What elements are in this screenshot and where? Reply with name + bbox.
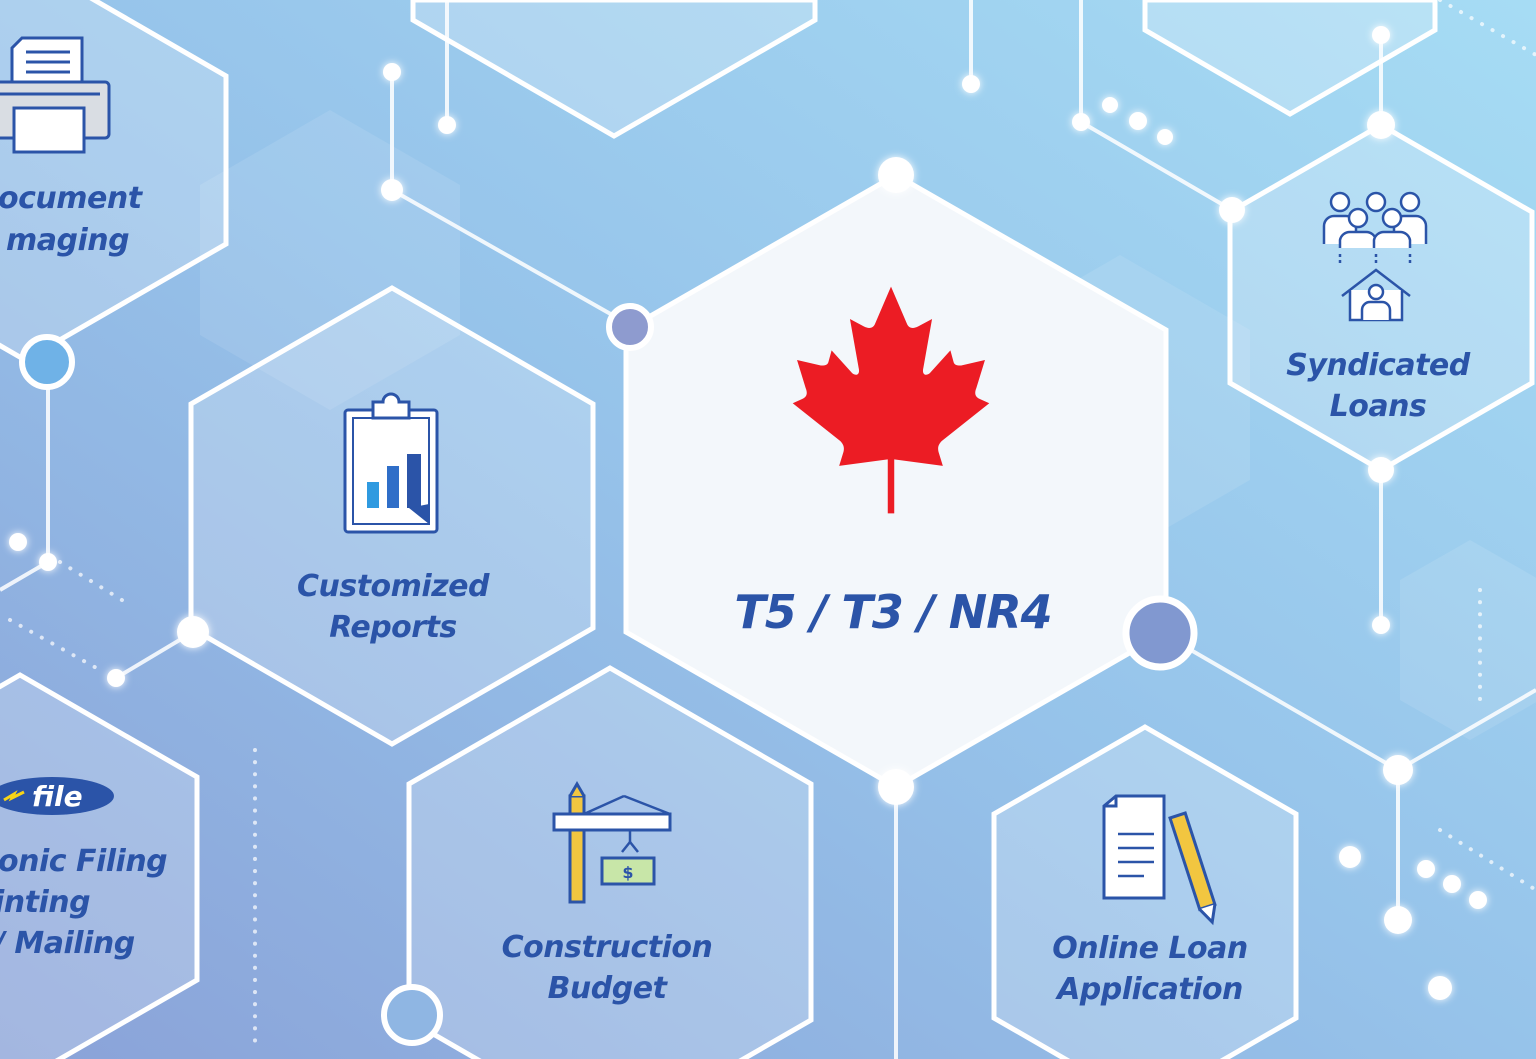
syndicated-loans-label-line1: Syndicated — [1286, 348, 1470, 383]
hex-electronic-filing — [0, 672, 200, 1059]
electronic-filing-label-line2: inting — [0, 885, 90, 920]
efile-badge-icon: file — [0, 777, 114, 815]
maple-leaf-icon — [792, 286, 990, 514]
document-imaging-label-line2: maging — [6, 223, 129, 258]
center-title: T5 / T3 / NR4 — [734, 585, 1051, 639]
online-loan-label-line1: Online Loan — [1052, 931, 1247, 966]
efile-badge-text: file — [32, 780, 83, 813]
crane-budget-icon: $ — [552, 781, 672, 904]
svg-text:$: $ — [622, 863, 633, 882]
hex-top-right — [1142, 0, 1438, 117]
construction-budget-label-line1: Construction — [502, 930, 713, 965]
customized-reports-label-line2: Reports — [329, 610, 457, 645]
maple-leaf-shape — [792, 286, 990, 514]
ring-nodes — [19, 303, 1198, 1046]
printer-icon — [0, 36, 111, 154]
document-pencil-icon — [1102, 794, 1217, 926]
electronic-filing-label-line1: onic Filing — [0, 844, 167, 879]
electronic-filing-label-line3: / Mailing — [0, 926, 135, 961]
online-loan-label-line2: Application — [1055, 972, 1243, 1007]
dotted-lines — [8, 0, 1536, 1052]
hex-top — [410, 0, 818, 139]
syndicated-loans-label-line2: Loans — [1330, 389, 1427, 424]
customized-reports-label-line1: Customized — [297, 569, 490, 604]
construction-budget-label-line2: Budget — [548, 971, 669, 1006]
clipboard-chart-icon — [343, 392, 439, 534]
group-house-icon — [1322, 191, 1428, 322]
document-imaging-label-line1: ocument — [0, 181, 144, 216]
connector-nodes — [9, 26, 1487, 1000]
